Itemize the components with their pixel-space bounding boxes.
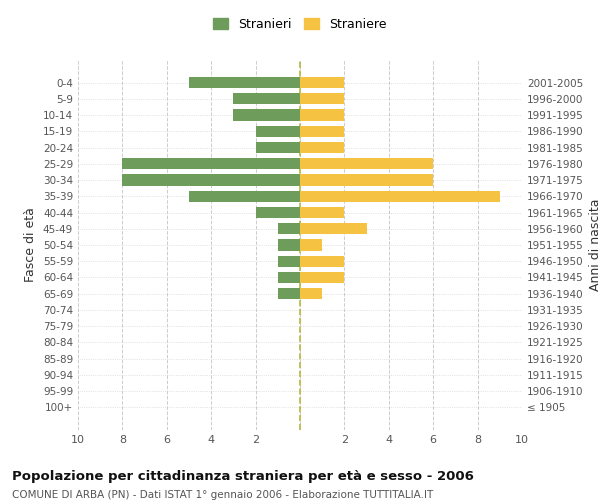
Legend: Stranieri, Straniere: Stranieri, Straniere	[213, 18, 387, 31]
Bar	[300, 77, 344, 88]
Bar	[300, 288, 322, 300]
Y-axis label: Fasce di età: Fasce di età	[25, 208, 37, 282]
Bar	[278, 272, 300, 283]
Bar	[300, 93, 344, 104]
Bar	[278, 223, 300, 234]
Bar	[256, 142, 300, 153]
Bar	[189, 190, 300, 202]
Bar	[300, 174, 433, 186]
Bar	[278, 240, 300, 250]
Bar	[233, 93, 300, 104]
Bar	[278, 288, 300, 300]
Bar	[256, 207, 300, 218]
Bar	[256, 126, 300, 137]
Bar	[300, 142, 344, 153]
Bar	[300, 240, 322, 250]
Bar	[300, 207, 344, 218]
Bar	[300, 158, 433, 170]
Text: COMUNE DI ARBA (PN) - Dati ISTAT 1° gennaio 2006 - Elaborazione TUTTITALIA.IT: COMUNE DI ARBA (PN) - Dati ISTAT 1° genn…	[12, 490, 433, 500]
Bar	[122, 174, 300, 186]
Bar	[300, 126, 344, 137]
Bar	[300, 272, 344, 283]
Bar	[300, 223, 367, 234]
Text: Popolazione per cittadinanza straniera per età e sesso - 2006: Popolazione per cittadinanza straniera p…	[12, 470, 474, 483]
Bar	[300, 110, 344, 120]
Bar	[300, 190, 500, 202]
Bar	[122, 158, 300, 170]
Bar	[278, 256, 300, 267]
Bar	[233, 110, 300, 120]
Bar	[189, 77, 300, 88]
Bar	[300, 256, 344, 267]
Y-axis label: Anni di nascita: Anni di nascita	[589, 198, 600, 291]
